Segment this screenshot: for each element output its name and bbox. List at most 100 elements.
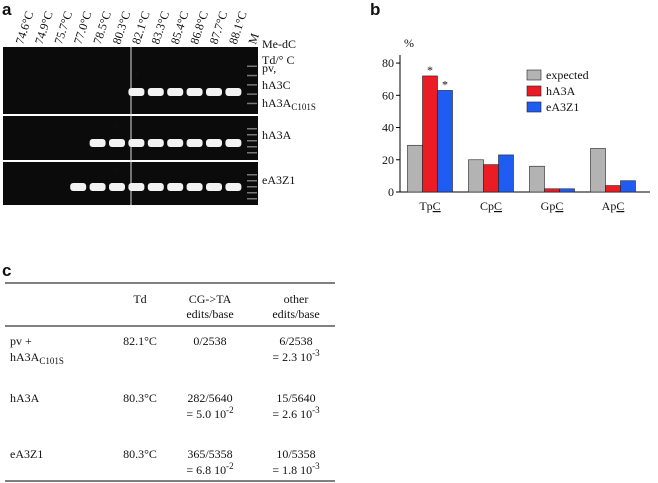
table-header: CG->TA bbox=[189, 292, 232, 306]
bar bbox=[544, 188, 560, 193]
table-header: Td bbox=[133, 292, 146, 306]
row-label: eA3Z1 bbox=[262, 173, 295, 187]
gel-band bbox=[225, 183, 242, 191]
cell-text: hA3A bbox=[10, 391, 40, 405]
row-label: pv, bbox=[262, 61, 276, 75]
cell-text: = 2.3 10 bbox=[272, 350, 312, 364]
ladder-band bbox=[247, 146, 257, 148]
annotation: * bbox=[427, 63, 433, 77]
table-cell: 82.1°C bbox=[123, 334, 157, 348]
gel-band bbox=[147, 88, 164, 96]
table-cell: 80.3°C bbox=[123, 447, 157, 461]
cell-text: 365/5358 bbox=[187, 447, 232, 461]
row-label-text: hA3C bbox=[262, 78, 291, 92]
gel-asterisk: * bbox=[114, 120, 120, 134]
cell-text: eA3Z1 bbox=[10, 447, 43, 461]
gel-band bbox=[109, 183, 125, 191]
table-cell: 282/5640 bbox=[187, 391, 232, 405]
cell-text: = 6.8 10 bbox=[186, 463, 226, 477]
cell-sub: C101S bbox=[39, 356, 64, 366]
y-tick-label: 20 bbox=[382, 153, 394, 167]
ladder-band bbox=[247, 65, 257, 67]
gel-band bbox=[147, 183, 164, 191]
gel-header: Me-dC bbox=[262, 37, 296, 51]
gel-band bbox=[70, 183, 87, 191]
row-label: hA3A bbox=[262, 128, 292, 142]
gel-asterisk: * bbox=[114, 165, 120, 179]
gel-band bbox=[206, 139, 222, 147]
x-tick-label: ApC bbox=[602, 199, 625, 213]
cell-text: 0/2538 bbox=[193, 334, 226, 348]
y-tick-label: 60 bbox=[382, 88, 394, 102]
cell-text: 10/5358 bbox=[276, 447, 315, 461]
ladder-band bbox=[247, 74, 257, 77]
legend-label: hA3A bbox=[546, 84, 576, 98]
table-cell: = 2.6 10-3 bbox=[272, 405, 320, 421]
gel-image bbox=[3, 47, 258, 205]
x-tick-label: TpC bbox=[419, 199, 440, 213]
gel-band bbox=[167, 88, 184, 96]
bar bbox=[468, 159, 484, 193]
table-cell: eA3Z1 bbox=[10, 447, 43, 461]
ladder-band bbox=[247, 128, 257, 130]
gel-band bbox=[109, 139, 125, 147]
panel-label: b bbox=[370, 0, 380, 19]
gel-band bbox=[167, 183, 184, 191]
table-cell: 6/2538 bbox=[279, 334, 312, 348]
gel-band bbox=[225, 139, 242, 147]
cell-text: 15/5640 bbox=[276, 391, 315, 405]
table-cell: = 1.8 10-3 bbox=[272, 461, 320, 477]
table-header: edits/base bbox=[272, 307, 319, 321]
cell-text: pv + bbox=[10, 334, 32, 348]
ladder-band bbox=[247, 93, 257, 95]
table-cell: 15/5640 bbox=[276, 391, 315, 405]
bar bbox=[529, 165, 545, 193]
ladder-band bbox=[247, 174, 257, 176]
x-tick-label: CpC bbox=[480, 199, 502, 213]
cell-text: 282/5640 bbox=[187, 391, 232, 405]
bar bbox=[590, 148, 606, 193]
gel-asterisk: * bbox=[133, 67, 139, 81]
gel-band bbox=[206, 183, 222, 191]
table-header: other bbox=[284, 292, 309, 306]
row-label-text: hA3A bbox=[262, 128, 292, 142]
ladder-band bbox=[247, 102, 257, 105]
gel-band bbox=[167, 139, 184, 147]
table-cell: = 2.3 10-3 bbox=[272, 348, 320, 364]
bar bbox=[620, 180, 636, 193]
legend-swatch bbox=[526, 101, 542, 113]
row-label-text: pv, bbox=[262, 61, 276, 75]
legend-label: eA3Z1 bbox=[546, 100, 579, 114]
gel-band bbox=[186, 139, 203, 147]
ladder-band bbox=[247, 134, 257, 136]
gel-band bbox=[186, 88, 203, 96]
table-cell: pv + bbox=[10, 334, 32, 348]
table-cell: 10/5358 bbox=[276, 447, 315, 461]
cell-text: = 5.0 10 bbox=[186, 407, 226, 421]
panel-label: c bbox=[2, 261, 11, 280]
gel-band bbox=[128, 139, 145, 147]
row-label-text: eA3Z1 bbox=[262, 173, 295, 187]
table-cell: = 6.8 10-2 bbox=[186, 461, 233, 477]
cell-sup: -3 bbox=[312, 461, 320, 471]
ladder-band bbox=[247, 140, 257, 142]
bar bbox=[559, 188, 575, 193]
cell-sup: -3 bbox=[312, 405, 320, 415]
cell-text: = 2.6 10 bbox=[272, 407, 312, 421]
y-tick-label: 0 bbox=[388, 185, 394, 199]
legend-swatch bbox=[526, 69, 542, 81]
ladder-band bbox=[247, 192, 257, 194]
row-label-text: hA3A bbox=[262, 96, 292, 110]
ladder-band bbox=[247, 84, 257, 86]
ladder-band bbox=[247, 186, 257, 188]
cell-sup: -3 bbox=[312, 348, 320, 358]
cell-text: hA3A bbox=[10, 350, 40, 364]
gel-band bbox=[128, 183, 145, 191]
cell-sup: -2 bbox=[226, 405, 234, 415]
bar bbox=[498, 154, 514, 193]
ladder-band bbox=[247, 180, 257, 182]
cell-sup: -2 bbox=[226, 461, 234, 471]
row-label-sub: C101S bbox=[291, 102, 316, 112]
ladder-band bbox=[247, 152, 257, 154]
